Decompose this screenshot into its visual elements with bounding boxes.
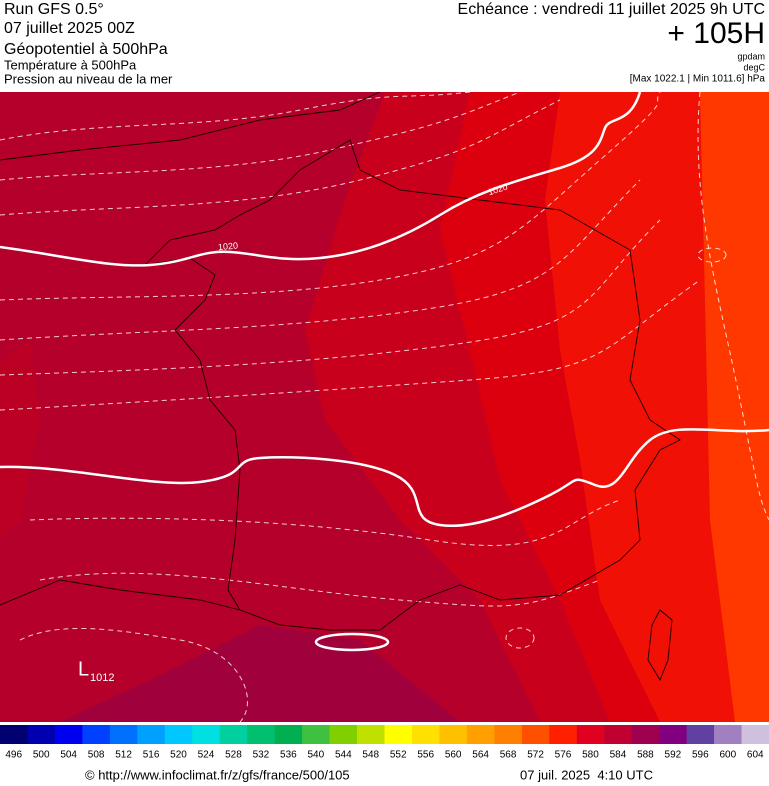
source: © http://www.infoclimat.fr/z/gfs/france/… [85, 767, 350, 782]
color-swatch [714, 725, 743, 744]
lead-time: + 105H [667, 17, 765, 50]
color-swatch [604, 725, 633, 744]
color-swatch [192, 725, 221, 744]
color-label: 580 [582, 750, 599, 761]
color-swatch [54, 725, 83, 744]
color-label: 548 [362, 750, 379, 761]
color-swatch [247, 725, 276, 744]
color-label: 604 [747, 750, 764, 761]
subtitle: Pression au niveau de la mer [4, 71, 173, 86]
color-label: 588 [637, 750, 654, 761]
color-label: 496 [5, 750, 22, 761]
color-swatch [384, 725, 413, 744]
isobars [0, 92, 769, 652]
field [0, 340, 40, 540]
field [700, 92, 769, 722]
color-swatch [439, 725, 468, 744]
coastline [0, 92, 681, 682]
color-swatch [164, 725, 193, 744]
map: 1020 1020 L 1012 [0, 92, 769, 722]
title: Géopotentiel à 500hPa [4, 41, 168, 58]
color-label: 564 [472, 750, 489, 761]
low-symbol: L [78, 658, 89, 680]
color-label: 536 [280, 750, 297, 761]
color-label: 560 [445, 750, 462, 761]
color-label: 540 [307, 750, 324, 761]
color-swatch [82, 725, 111, 744]
color-label: 552 [390, 750, 407, 761]
color-label: 532 [253, 750, 270, 761]
color-label: 516 [143, 750, 160, 761]
color-swatch [0, 725, 28, 744]
color-label: 520 [170, 750, 187, 761]
color-label: 508 [88, 750, 105, 761]
color-swatch [549, 725, 578, 744]
color-label: 600 [719, 750, 736, 761]
color-label: 528 [225, 750, 242, 761]
color-swatch [411, 725, 440, 744]
colorbar: 496 500 504 508 512 516 520 524 528 532 536 540 544 5… [0, 725, 769, 761]
color-swatch [274, 725, 303, 744]
color-swatch [137, 725, 166, 744]
color-swatch [659, 725, 688, 744]
color-swatch [329, 725, 358, 744]
echeance: Echéance : vendredi 11 juillet 2025 9h U… [458, 1, 765, 18]
color-label: 568 [500, 750, 517, 761]
color-swatch [686, 725, 715, 744]
low-value: 1012 [90, 672, 114, 684]
color-label: 544 [335, 750, 352, 761]
timestamp: 07 juil. 2025 4:10 UTC [520, 767, 653, 782]
color-label: 584 [610, 750, 627, 761]
color-label: 592 [665, 750, 682, 761]
footer: © http://www.infoclimat.fr/z/gfs/france/… [85, 767, 653, 782]
run-date: 07 juillet 2025 00Z [4, 20, 135, 37]
field [0, 92, 540, 722]
color-swatch [494, 725, 523, 744]
header: Run GFS 0.5° 07 juillet 2025 00Z Géopote… [4, 1, 766, 86]
isotherms [0, 92, 769, 722]
color-swatch [27, 725, 56, 744]
color-label: 576 [555, 750, 572, 761]
color-label: 504 [60, 750, 77, 761]
color-label: 500 [33, 750, 50, 761]
subtitle: Température à 500hPa [4, 57, 137, 72]
color-swatch [109, 725, 138, 744]
color-label: 572 [527, 750, 544, 761]
color-swatch [357, 725, 385, 744]
color-label: 596 [692, 750, 709, 761]
color-swatch [302, 725, 331, 744]
isobar-label: 1020 [218, 241, 239, 253]
color-label: 556 [417, 750, 434, 761]
color-swatch [219, 725, 248, 744]
color-swatch [631, 725, 660, 744]
color-swatch [741, 725, 769, 744]
color-label: 524 [198, 750, 215, 761]
color-swatch [576, 725, 605, 744]
unit: degC [743, 62, 765, 72]
run: Run GFS 0.5° [4, 1, 104, 18]
pressure-range: [Max 1022.1 | Min 1011.6] hPa [630, 74, 766, 85]
color-label: 512 [115, 750, 132, 761]
unit: gpdam [737, 51, 765, 61]
color-swatch [521, 725, 550, 744]
color-swatch [466, 725, 495, 744]
